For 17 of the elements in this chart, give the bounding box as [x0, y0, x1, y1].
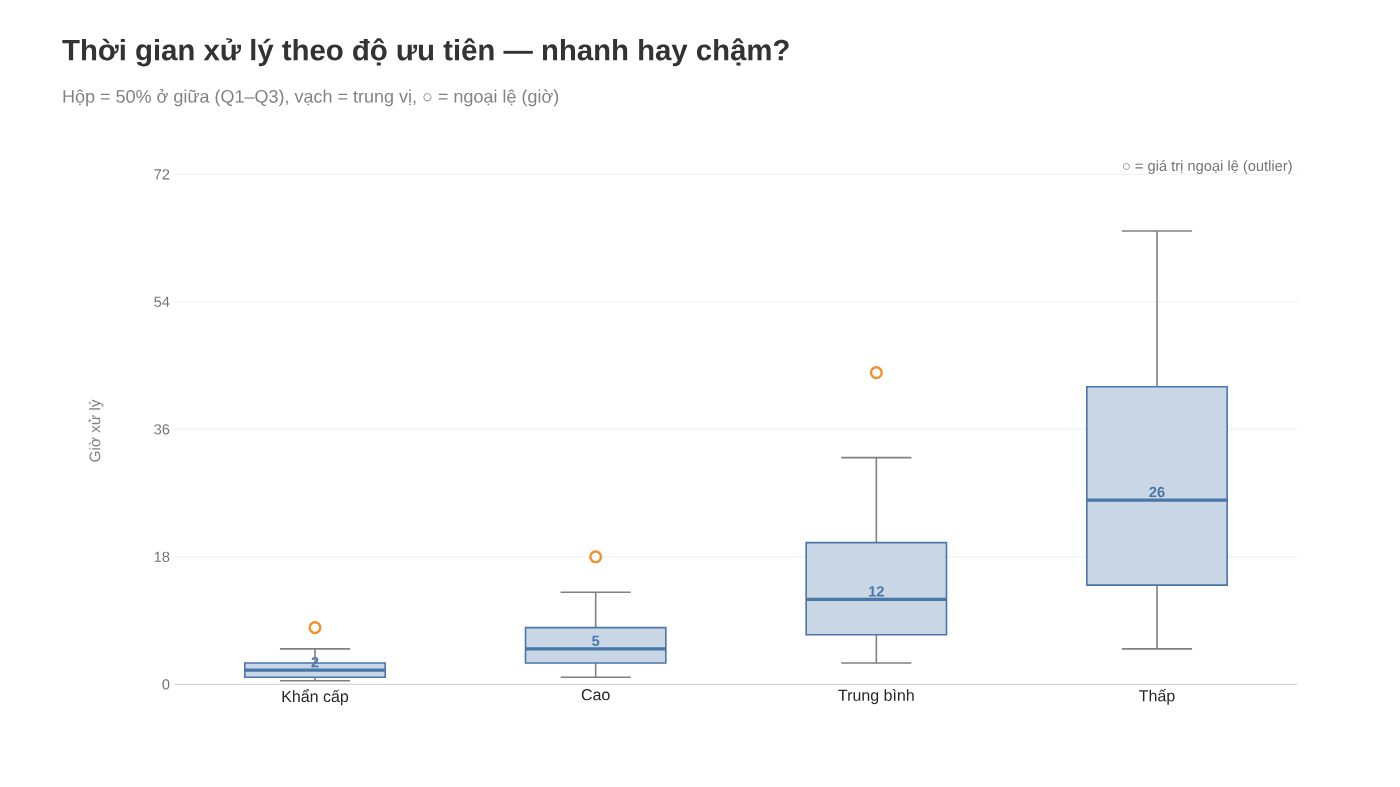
y-tick-label: 36	[154, 424, 170, 435]
text: ○ = giá trị ngoại lệ (outlier)	[1123, 160, 1292, 174]
y-axis-title: Giờ xử lý	[88, 399, 104, 462]
x-tick-label: Cao	[581, 689, 610, 701]
text: 12	[869, 586, 884, 597]
chart-subtitle: Hộp = 50% ở giữa (Q1–Q3), vạch = trung vị, ○ = ngoại lệ (giờ)	[63, 88, 559, 107]
chart-title: Thời gian xử lý theo độ ưu tiên — nhanh hay chậm?	[62, 38, 789, 67]
text: 5	[592, 635, 600, 646]
y-tick-label: 18	[154, 551, 170, 563]
text: 26	[1149, 486, 1165, 498]
x-tick-label: Thấp	[1139, 689, 1175, 705]
y-tick-label: 72	[154, 169, 170, 180]
x-tick-label: Khẩn cấp	[282, 689, 349, 706]
y-tick-label: 0	[162, 679, 170, 690]
y-tick-label: 54	[154, 296, 170, 307]
text: 2	[311, 656, 319, 668]
x-tick-label: Trung bình	[838, 689, 914, 705]
